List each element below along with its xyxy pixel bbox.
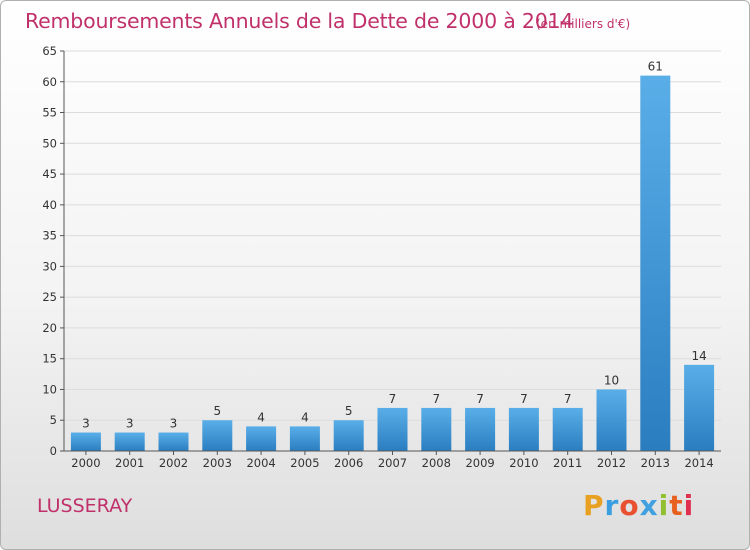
y-tick-label: 5	[50, 413, 57, 427]
x-tick-label: 2005	[290, 456, 319, 470]
value-label: 4	[257, 410, 265, 424]
logo-letter: i	[658, 489, 670, 522]
value-label: 61	[648, 60, 663, 74]
logo-letter: o	[619, 489, 640, 522]
value-label: 4	[301, 410, 309, 424]
y-tick-label: 50	[42, 136, 57, 150]
x-tick-label: 2014	[684, 456, 713, 470]
y-tick-label: 20	[42, 321, 57, 335]
bar	[114, 432, 145, 451]
y-tick-label: 60	[42, 75, 57, 89]
x-tick-label: 2004	[246, 456, 275, 470]
value-label: 3	[126, 417, 134, 431]
logo-letter: t	[669, 489, 684, 522]
x-tick-label: 2010	[509, 456, 538, 470]
y-tick-label: 35	[42, 229, 57, 243]
y-tick-label: 40	[42, 198, 57, 212]
bar	[333, 420, 364, 451]
x-tick-label: 2001	[115, 456, 144, 470]
x-tick-label: 2009	[465, 456, 494, 470]
x-tick-label: 2006	[334, 456, 363, 470]
y-tick-label: 0	[50, 444, 57, 458]
labels: 0510152025303540455055606532000320013200…	[42, 44, 713, 470]
bar	[596, 389, 627, 451]
y-tick-label: 10	[42, 382, 57, 396]
value-label: 7	[520, 392, 528, 406]
logo-letter: i	[683, 489, 695, 522]
value-label: 7	[389, 392, 397, 406]
x-tick-label: 2007	[378, 456, 407, 470]
value-label: 14	[691, 349, 706, 363]
value-label: 5	[213, 404, 221, 418]
y-tick-label: 55	[42, 106, 57, 120]
value-label: 7	[564, 392, 572, 406]
chart-subtitle: (en milliers d'€)	[536, 17, 631, 31]
y-tick-label: 25	[42, 290, 57, 304]
logo-letter: r	[604, 489, 620, 522]
bar	[202, 420, 233, 451]
value-label: 10	[604, 373, 619, 387]
y-tick-label: 30	[42, 259, 57, 273]
bar	[246, 426, 277, 451]
logo-letter: x	[639, 489, 659, 522]
x-tick-label: 2008	[422, 456, 451, 470]
value-label: 7	[476, 392, 484, 406]
bar	[421, 407, 452, 451]
proxiti-logo: Proxiti	[583, 489, 694, 522]
x-tick-label: 2011	[553, 456, 582, 470]
x-tick-label: 2002	[159, 456, 188, 470]
bar	[70, 432, 101, 451]
bar	[158, 432, 189, 451]
bars	[70, 75, 715, 451]
bar	[289, 426, 320, 451]
y-tick-label: 15	[42, 352, 57, 366]
value-label: 5	[345, 404, 353, 418]
bar	[552, 407, 583, 451]
y-tick-label: 65	[42, 44, 57, 58]
y-tick-label: 45	[42, 167, 57, 181]
x-tick-label: 2013	[641, 456, 670, 470]
logo-letter: P	[583, 489, 605, 522]
bar	[377, 407, 408, 451]
bar	[684, 364, 715, 451]
bar	[508, 407, 539, 451]
town-name: LUSSERAY	[37, 495, 133, 517]
value-label: 3	[82, 417, 90, 431]
x-tick-label: 2000	[71, 456, 100, 470]
x-tick-label: 2012	[597, 456, 626, 470]
x-tick-label: 2003	[203, 456, 232, 470]
value-label: 7	[432, 392, 440, 406]
chart-title: Remboursements Annuels de la Dette de 20…	[25, 9, 574, 33]
bar	[465, 407, 496, 451]
axes	[60, 50, 721, 455]
bar	[640, 75, 671, 451]
value-label: 3	[170, 417, 178, 431]
